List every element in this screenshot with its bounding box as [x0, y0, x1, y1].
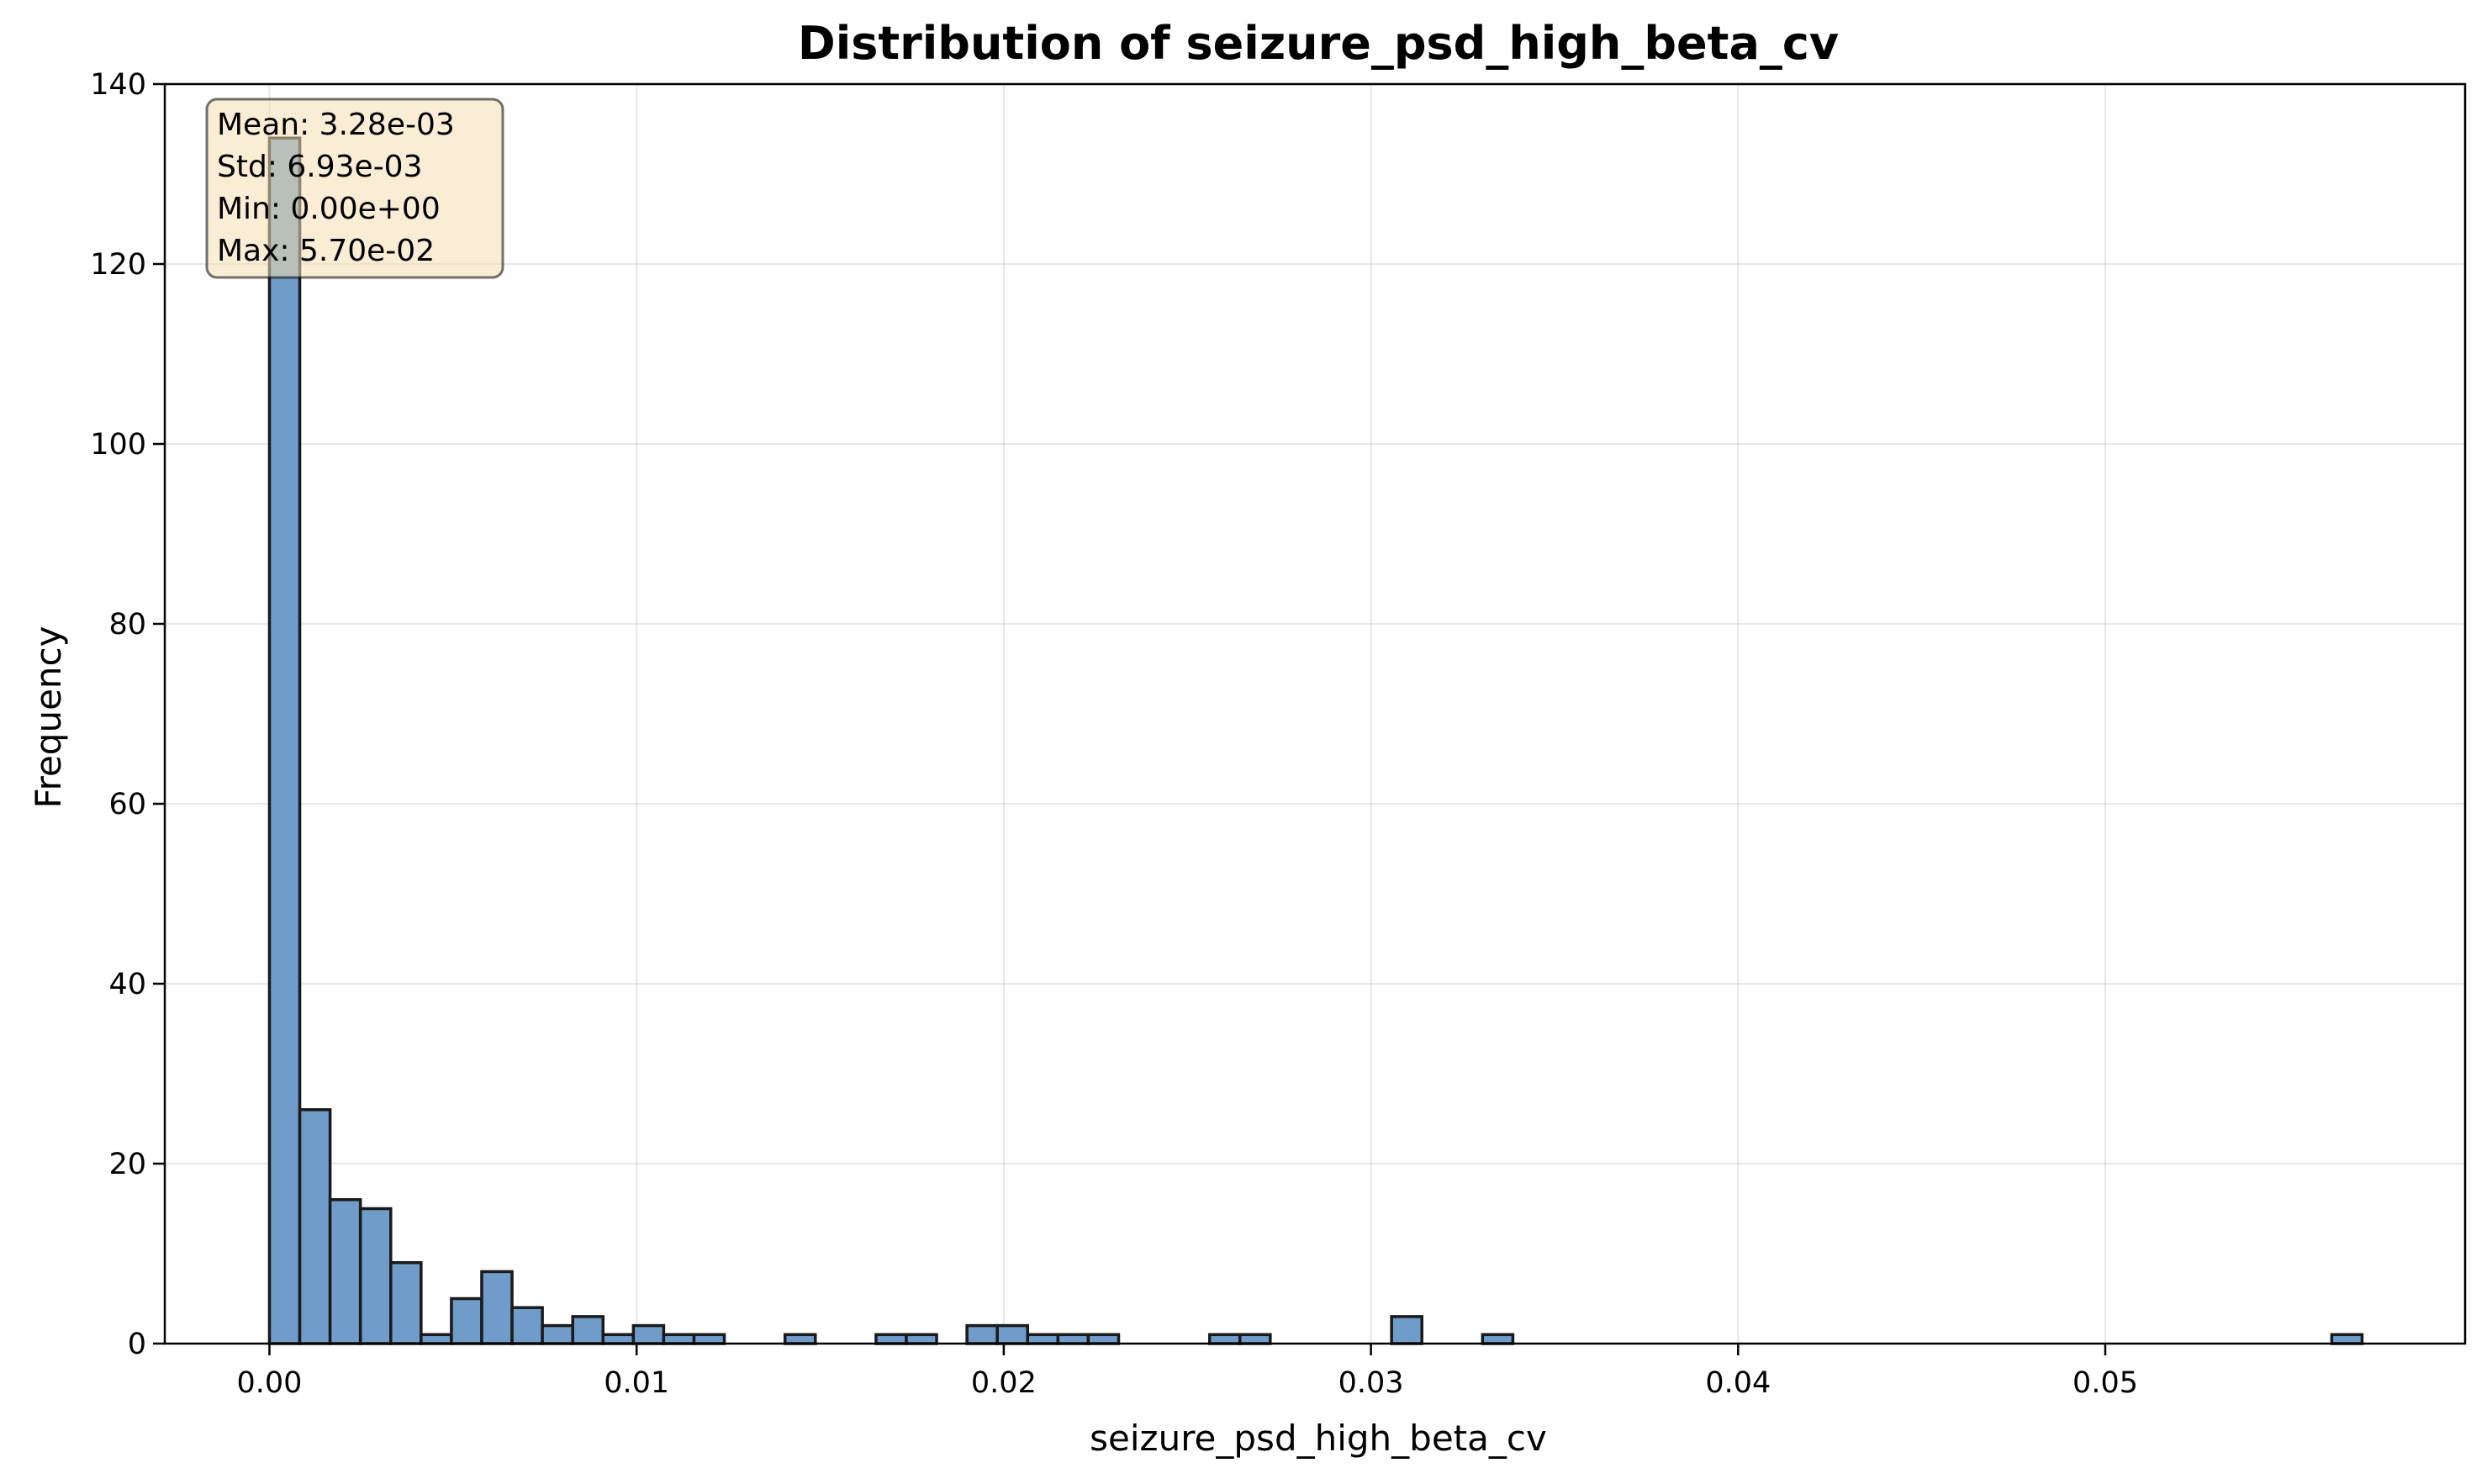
- stats-box-background: [205, 98, 504, 279]
- histogram-bar: [631, 1323, 666, 1345]
- y-axis-ticks: 0 20 40 60 80 100 120 140: [90, 68, 165, 1361]
- histogram-bar: [267, 136, 302, 1345]
- x-tick-label: 0.04: [1705, 1366, 1771, 1400]
- histogram-bar: [389, 1260, 423, 1345]
- histogram-bar: [1026, 1333, 1060, 1345]
- histogram-bar: [1481, 1333, 1515, 1345]
- histogram-bar: [1207, 1333, 1242, 1345]
- x-axis-label: seizure_psd_high_beta_cv: [1090, 1418, 1547, 1459]
- y-tick-label: 60: [108, 788, 146, 821]
- histogram-bar: [1086, 1333, 1121, 1345]
- histogram-bar: [965, 1323, 999, 1345]
- histogram-bar: [328, 1198, 362, 1345]
- x-tick-label: 0.02: [971, 1366, 1037, 1400]
- x-tick-label: 0.00: [236, 1366, 302, 1400]
- histogram-bar: [571, 1315, 605, 1345]
- y-tick-label: 0: [128, 1328, 146, 1361]
- y-tick-label: 120: [90, 248, 146, 282]
- y-axis-label: Frequency: [28, 626, 69, 809]
- histogram-bar: [783, 1333, 817, 1345]
- histogram-bar: [541, 1323, 574, 1345]
- histogram-bar: [510, 1306, 544, 1345]
- stats-max-text: Max: 5.70e-02: [217, 234, 435, 268]
- histogram-bar: [1390, 1315, 1423, 1345]
- histogram-bar: [905, 1333, 938, 1345]
- histogram-bar: [358, 1207, 393, 1345]
- histogram-bar: [662, 1333, 696, 1345]
- plot-frame: [163, 82, 2467, 1345]
- stats-box: Mean: 3.28e-03 Std: 6.93e-03 Min: 0.00e+…: [205, 98, 504, 279]
- histogram-bar: [450, 1297, 483, 1345]
- histogram-bar: [480, 1270, 514, 1345]
- stats-mean-text: Mean: 3.28e-03: [217, 108, 455, 142]
- stats-min-text: Min: 0.00e+00: [217, 192, 441, 226]
- x-axis-ticks: 0.00 0.01 0.02 0.03 0.04 0.05: [236, 1344, 2138, 1400]
- histogram-bars: [267, 136, 2364, 1345]
- histogram-bar: [601, 1333, 636, 1345]
- histogram-bar: [692, 1333, 726, 1345]
- chart-title: Distribution of seizure_psd_high_beta_cv: [798, 17, 1839, 70]
- y-tick-label: 100: [90, 428, 146, 462]
- y-tick-label: 80: [108, 608, 146, 642]
- histogram-bar: [995, 1323, 1030, 1345]
- histogram-bar: [420, 1333, 453, 1345]
- histogram-bar: [2330, 1333, 2364, 1345]
- x-tick-label: 0.05: [2072, 1366, 2138, 1400]
- stats-std-text: Std: 6.93e-03: [217, 150, 423, 184]
- y-tick-label: 140: [90, 68, 146, 102]
- histogram-bar: [874, 1333, 908, 1345]
- x-tick-label: 0.01: [604, 1366, 669, 1400]
- histogram-bar: [1056, 1333, 1090, 1345]
- x-tick-label: 0.03: [1338, 1366, 1404, 1400]
- y-tick-label: 20: [108, 1148, 146, 1181]
- y-tick-label: 40: [108, 968, 146, 1001]
- histogram-bar: [298, 1108, 332, 1345]
- histogram-bar: [1238, 1333, 1272, 1345]
